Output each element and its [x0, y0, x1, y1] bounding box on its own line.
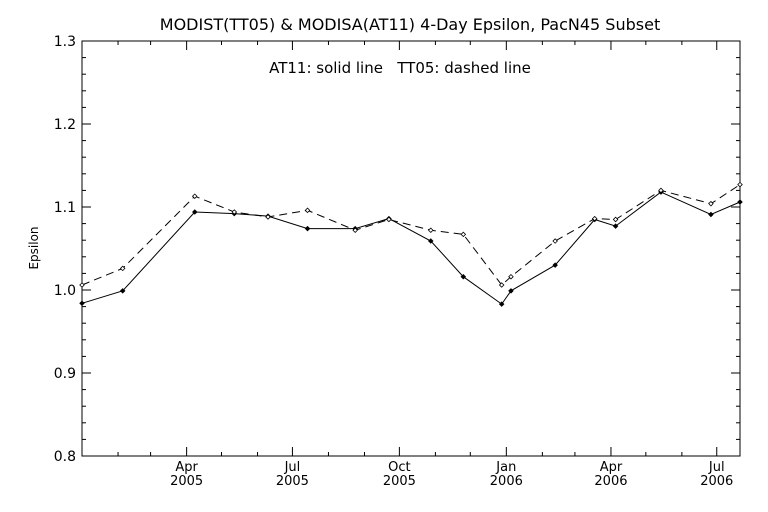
y-tick-label: 1.1: [54, 200, 76, 216]
y-tick-label: 0.9: [54, 366, 76, 382]
data-point-at11: [737, 199, 743, 205]
data-point-at11: [427, 238, 434, 244]
data-point-at11: [612, 223, 619, 229]
data-point-tt05: [612, 216, 619, 223]
data-point-tt05: [231, 209, 238, 215]
data-point-tt05: [79, 282, 85, 288]
y-axis-label: Epsilon: [27, 226, 41, 269]
data-point-at11: [498, 301, 505, 307]
data-point-tt05: [119, 265, 126, 272]
x-tick-month-label: Jan: [495, 460, 516, 475]
data-point-at11: [708, 211, 714, 218]
data-point-at11: [304, 225, 311, 232]
y-tick-label: 0.8: [54, 449, 76, 465]
data-point-at11: [192, 209, 198, 215]
x-tick-year-label: 2005: [276, 474, 309, 489]
data-point-tt05: [708, 200, 714, 207]
data-point-tt05: [427, 227, 434, 234]
data-point-tt05: [591, 215, 598, 222]
x-tick-month-label: Jul: [284, 460, 301, 475]
x-tick-month-label: Jul: [708, 460, 725, 475]
data-point-tt05: [460, 231, 467, 238]
data-point-tt05: [304, 207, 311, 214]
x-tick-year-label: 2006: [490, 474, 523, 489]
y-tick-label: 1.2: [54, 117, 76, 133]
data-point-at11: [460, 273, 467, 280]
x-tick-month-label: Oct: [388, 460, 410, 475]
data-point-at11: [508, 288, 514, 294]
y-tick-label: 1.0: [54, 283, 76, 299]
series-annotation: AT11: solid line TT05: dashed line: [269, 59, 531, 77]
data-point-at11: [79, 300, 85, 307]
data-point-tt05: [508, 273, 514, 280]
y-tick-label: 1.3: [54, 34, 76, 50]
data-point-tt05: [352, 227, 358, 234]
x-tick-month-label: Apr: [600, 460, 623, 475]
data-point-tt05: [192, 193, 198, 199]
x-tick-month-label: Apr: [175, 460, 198, 475]
x-tick-year-label: 2005: [170, 474, 203, 489]
plot-frame: [81, 40, 741, 457]
data-point-tt05: [498, 282, 505, 288]
x-tick-year-label: 2005: [383, 474, 416, 489]
data-point-tt05: [265, 214, 271, 220]
axes: 0.80.91.01.11.21.3Apr2005Jul2005Oct2005J…: [54, 34, 741, 489]
data-point-at11: [119, 288, 126, 294]
x-tick-year-label: 2006: [594, 474, 627, 489]
x-tick-year-label: 2006: [700, 474, 733, 489]
series-line-at11: [81, 191, 741, 305]
data-point-tt05: [737, 181, 743, 188]
series-line-tt05: [81, 184, 741, 286]
data-point-at11: [552, 262, 558, 268]
data-point-tt05: [386, 216, 392, 223]
series-lines: [79, 181, 743, 307]
data-point-tt05: [658, 187, 664, 194]
data-point-tt05: [552, 238, 558, 244]
chart-title: MODIST(TT05) & MODISA(AT11) 4-Day Epsilo…: [160, 15, 660, 34]
